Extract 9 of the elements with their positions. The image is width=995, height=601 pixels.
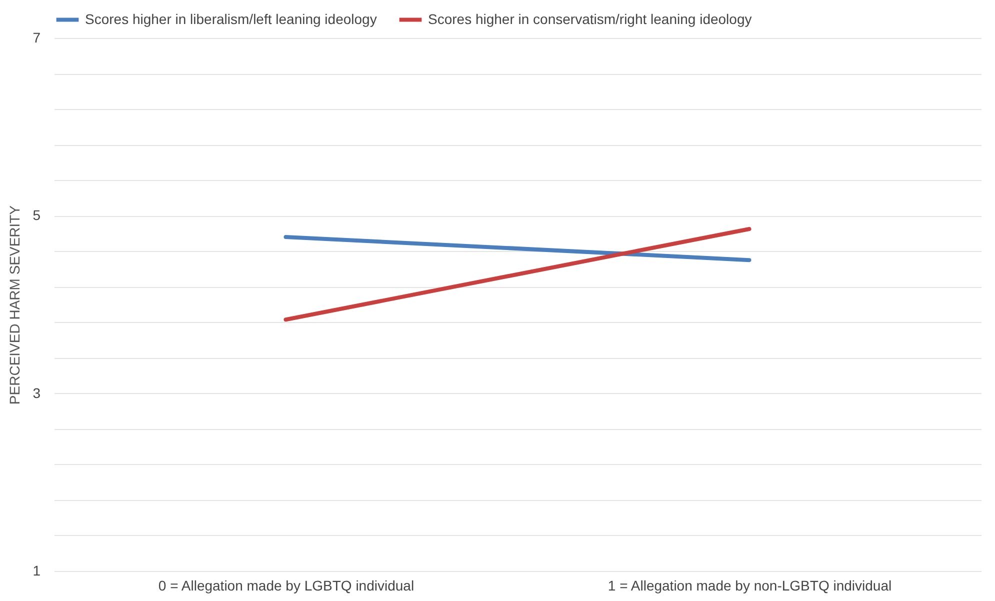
y-tick-label: 3	[32, 384, 41, 401]
y-axis-title: PERCEIVED HARM SEVERITY	[6, 204, 23, 405]
y-tick-label: 5	[32, 207, 41, 224]
x-tick-label: 1 = Allegation made by non-LGBTQ individual	[608, 578, 892, 594]
legend-label: Scores higher in conservatism/right leaning ideology	[428, 10, 752, 27]
x-tick-label: 0 = Allegation made by LGBTQ individual	[158, 578, 414, 594]
y-tick-label: 1	[32, 562, 41, 578]
legend-label: Scores higher in liberalism/left leaning ideology	[85, 10, 377, 27]
y-tick-label: 7	[32, 30, 41, 46]
